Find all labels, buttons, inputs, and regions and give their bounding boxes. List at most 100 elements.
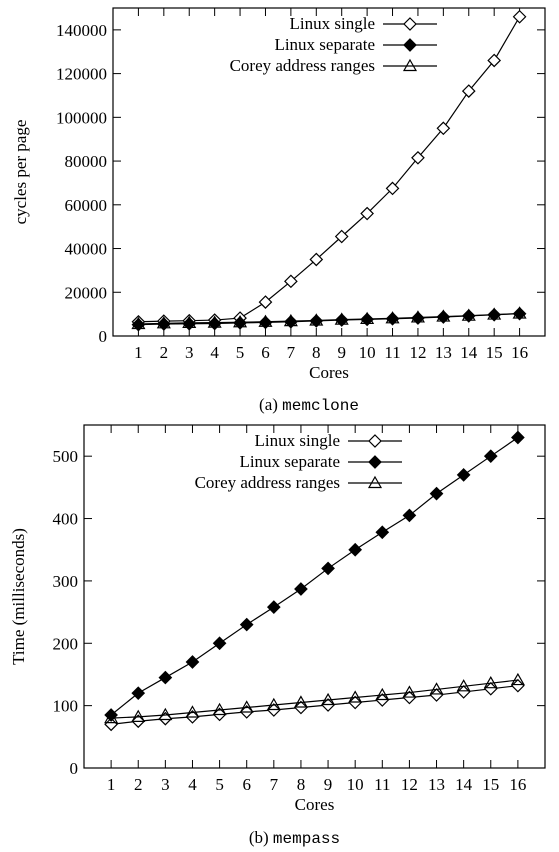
data-point <box>283 313 298 327</box>
x-tick-label: 6 <box>242 775 251 794</box>
x-tick-label: 16 <box>509 775 526 794</box>
caption-prefix: (a) <box>259 395 282 414</box>
y-axis-label: cycles per page <box>11 120 30 225</box>
series-line <box>138 16 521 323</box>
data-point <box>104 710 119 724</box>
data-point <box>510 672 525 686</box>
x-tick-label: 8 <box>297 775 306 794</box>
data-point <box>334 229 349 244</box>
plot-frame <box>83 424 546 769</box>
data-point <box>207 315 222 328</box>
y-tick-label: 100 <box>53 697 79 716</box>
data-point <box>131 709 146 722</box>
data-point <box>411 150 425 165</box>
x-tick-label: 7 <box>287 343 296 362</box>
series-linux-separate <box>131 306 527 332</box>
y-tick-label: 80000 <box>65 152 108 171</box>
data-point <box>487 307 502 320</box>
legend-label: Linux single <box>290 14 375 33</box>
data-point <box>483 449 498 464</box>
series-corey-address-ranges <box>104 672 525 724</box>
data-point <box>456 685 471 699</box>
data-point <box>456 468 471 482</box>
data-point <box>436 121 451 136</box>
y-tick-label: 200 <box>53 634 79 653</box>
data-point <box>375 525 390 540</box>
y-tick-label: 0 <box>99 327 108 346</box>
x-tick-label: 16 <box>511 343 528 362</box>
x-tick-label: 2 <box>160 343 169 362</box>
legend-marker <box>403 38 417 52</box>
legend-marker <box>402 58 418 72</box>
x-tick-label: 9 <box>324 775 333 794</box>
x-tick-label: 15 <box>486 343 503 362</box>
data-point <box>185 655 200 669</box>
data-point <box>266 600 281 614</box>
data-point <box>309 252 324 267</box>
y-axis-label: Time (milliseconds) <box>9 528 28 665</box>
data-point <box>461 308 476 321</box>
data-point <box>429 688 444 702</box>
series-line <box>111 685 518 725</box>
x-tick-label: 14 <box>455 775 473 794</box>
data-point <box>239 700 254 713</box>
data-point <box>410 310 425 323</box>
x-tick-label: 13 <box>435 343 452 362</box>
plot-frame <box>112 7 546 337</box>
x-tick-label: 8 <box>312 343 321 362</box>
data-point <box>131 317 146 332</box>
chart-1: 0 20000 40000 60000 80000 100000 120000 140000 1… <box>11 7 546 415</box>
series-line <box>138 312 520 325</box>
data-point <box>158 670 173 685</box>
data-point <box>309 313 324 326</box>
data-point <box>158 707 173 721</box>
x-tick-label: 9 <box>337 343 346 362</box>
data-point <box>511 430 525 445</box>
x-tick-label: 13 <box>428 775 445 794</box>
data-point <box>321 561 335 576</box>
data-point <box>131 316 146 330</box>
data-point <box>156 317 171 331</box>
x-tick-label: 5 <box>236 343 245 362</box>
y-tick-label: 140000 <box>56 21 107 40</box>
data-point <box>182 315 197 328</box>
data-point <box>512 9 527 24</box>
data-point <box>429 486 444 501</box>
legend-label: Corey address ranges <box>195 473 340 492</box>
data-point <box>156 316 171 329</box>
data-point <box>182 316 197 331</box>
y-tick-label: 120000 <box>56 65 107 84</box>
y-tick-label: 500 <box>53 447 79 466</box>
caption: (a) memclone <box>259 395 359 415</box>
x-tick-label: 14 <box>460 343 478 362</box>
data-point <box>483 675 498 689</box>
legend-marker <box>368 434 382 448</box>
x-tick-label: 4 <box>210 343 219 362</box>
series-line <box>111 679 518 719</box>
y-tick-label: 300 <box>53 572 79 591</box>
caption: (b) mempass <box>249 828 340 848</box>
x-tick-label: 11 <box>384 343 400 362</box>
x-axis-label: Cores <box>309 363 349 382</box>
data-point <box>385 311 400 324</box>
x-tick-label: 6 <box>261 343 270 362</box>
y-tick-label: 20000 <box>65 283 108 302</box>
x-tick-label: 3 <box>161 775 170 794</box>
data-point <box>436 309 451 322</box>
data-point <box>411 311 425 325</box>
data-point <box>461 84 476 98</box>
data-point <box>360 206 374 221</box>
legend-label: Linux separate <box>274 35 375 54</box>
x-tick-label: 3 <box>185 343 194 362</box>
data-point <box>334 312 349 325</box>
data-point <box>212 636 227 651</box>
x-tick-label: 1 <box>134 343 143 362</box>
x-tick-label: 10 <box>347 775 364 794</box>
data-point <box>483 681 498 696</box>
data-point <box>402 685 417 698</box>
data-point <box>348 690 363 703</box>
legend: Linux single Linux separate Corey address … <box>195 431 402 492</box>
data-point <box>266 697 281 711</box>
series-line <box>110 436 519 716</box>
